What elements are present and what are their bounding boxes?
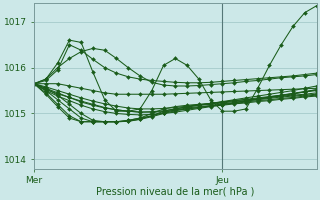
X-axis label: Pression niveau de la mer( hPa ): Pression niveau de la mer( hPa ) (96, 187, 254, 197)
